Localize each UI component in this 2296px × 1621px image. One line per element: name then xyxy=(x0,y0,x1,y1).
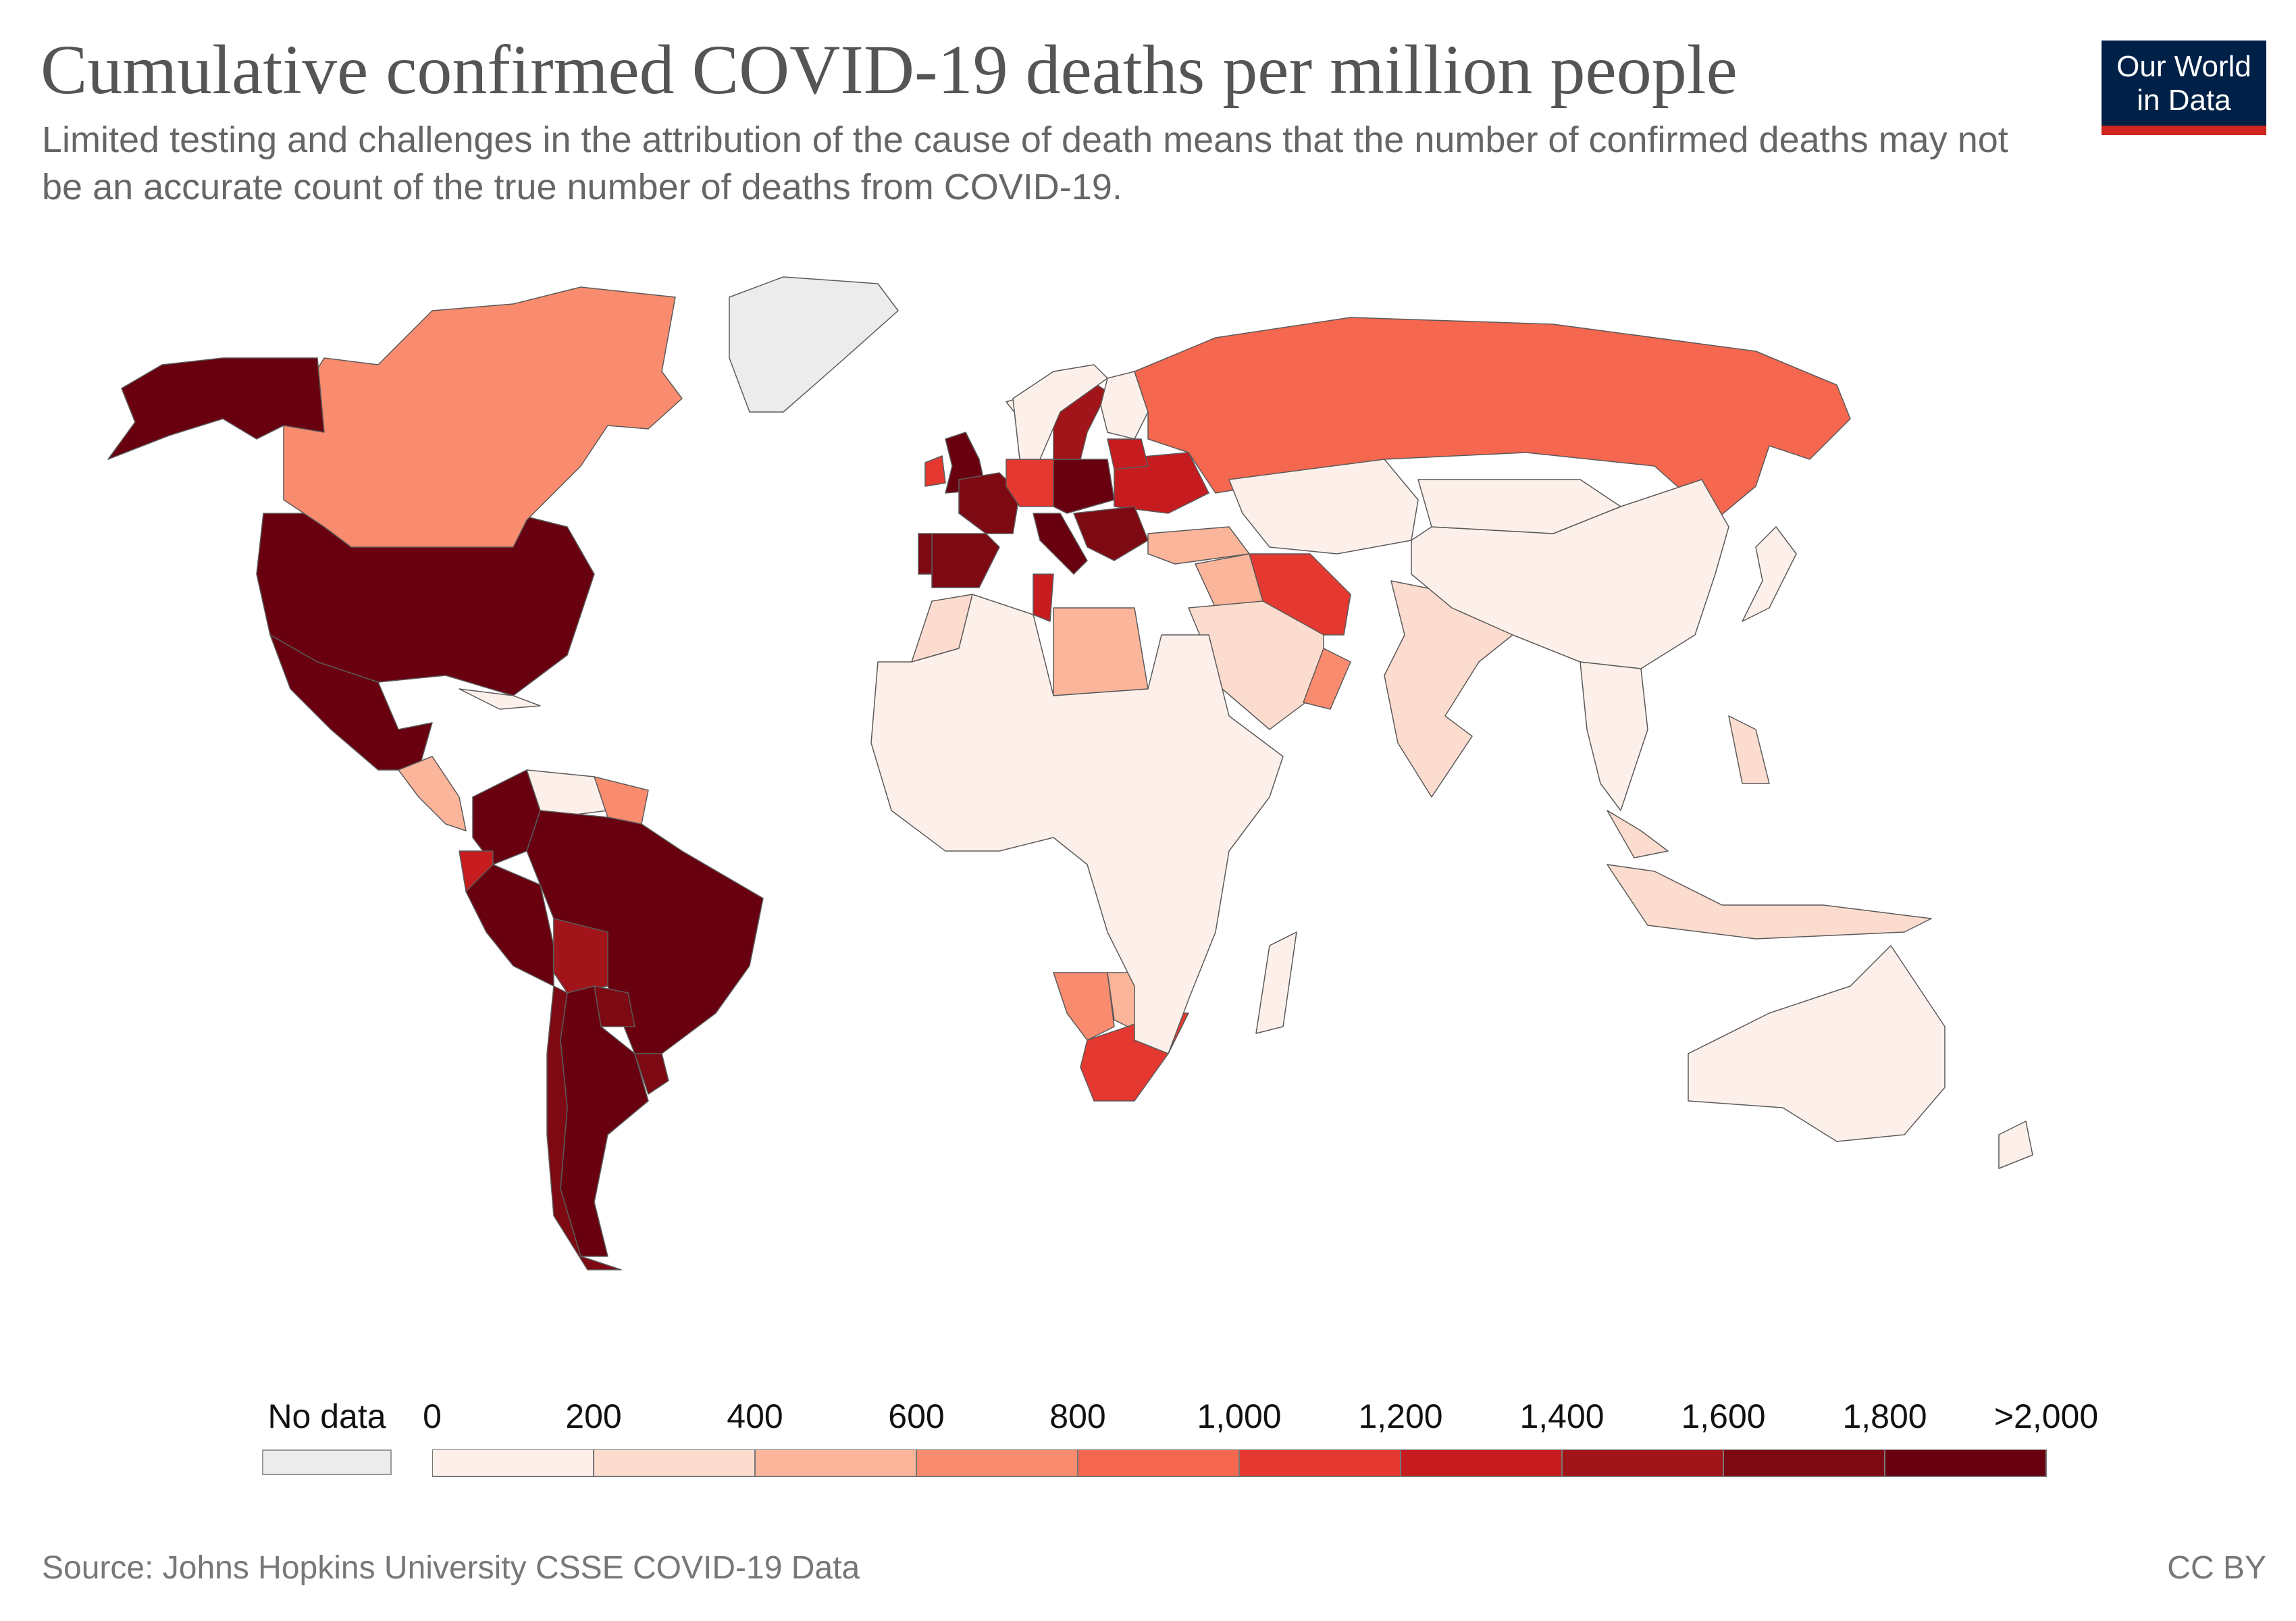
legend-tick-2000: >2,000 xyxy=(1993,1397,2099,1435)
region-bolivia[interactable] xyxy=(553,918,608,994)
legend-bin-1800-2000[interactable] xyxy=(1884,1449,2047,1477)
legend-tick-1200: 1,200 xyxy=(1358,1397,1443,1435)
region-eastern-europe[interactable] xyxy=(1114,452,1209,514)
legend-bin-1200-1400[interactable] xyxy=(1400,1449,1563,1477)
legend-tick-400: 400 xyxy=(727,1397,783,1435)
region-norway[interactable] xyxy=(1012,364,1108,460)
logo-line-1: Our World xyxy=(2116,50,2251,83)
region-germany[interactable] xyxy=(1006,459,1054,507)
region-greenland[interactable] xyxy=(729,276,899,413)
legend-tick-0: 0 xyxy=(423,1397,442,1435)
license-label[interactable]: CC BY xyxy=(2167,1550,2266,1586)
legend-color-scale xyxy=(432,1449,2047,1477)
legend-tick-200: 200 xyxy=(565,1397,622,1435)
legend-bin-1000-1200[interactable] xyxy=(1238,1449,1401,1477)
legend-tick-1600: 1,600 xyxy=(1681,1397,1766,1435)
region-baltics[interactable] xyxy=(1107,438,1149,470)
chart-subtitle: Limited testing and challenges in the at… xyxy=(42,120,2008,207)
region-balkans[interactable] xyxy=(1073,506,1149,561)
region-new-zealand[interactable] xyxy=(1998,1121,2033,1169)
region-libya[interactable] xyxy=(1053,607,1149,696)
chart-title: Cumulative confirmed COVID-19 deaths per… xyxy=(41,31,1738,109)
region-alaska[interactable] xyxy=(107,357,325,460)
region-indonesia[interactable] xyxy=(1607,864,1932,940)
region-namibia[interactable] xyxy=(1053,972,1115,1041)
world-map xyxy=(107,276,2033,1270)
region-venezuela[interactable] xyxy=(526,769,608,818)
region-uruguay[interactable] xyxy=(634,1053,669,1095)
legend-bin-1400-1600[interactable] xyxy=(1561,1449,1724,1477)
legend-bin-0-200[interactable] xyxy=(432,1449,594,1477)
legend-bin-1600-1800[interactable] xyxy=(1723,1449,1885,1477)
legend-bin-600-800[interactable] xyxy=(916,1449,1078,1477)
legend-tick-800: 800 xyxy=(1049,1397,1106,1435)
source-note: Source: Johns Hopkins University CSSE CO… xyxy=(42,1550,860,1586)
region-central-europe[interactable] xyxy=(1053,459,1115,514)
legend-bin-800-1000[interactable] xyxy=(1077,1449,1240,1477)
region-spain[interactable] xyxy=(931,533,1000,588)
legend-tick-600: 600 xyxy=(888,1397,945,1435)
region-mexico[interactable] xyxy=(269,634,433,771)
region-cuba[interactable] xyxy=(459,688,541,710)
legend-tick-1000: 1,000 xyxy=(1197,1397,1282,1435)
legend-no-data-label: No data xyxy=(267,1397,386,1435)
region-tunisia[interactable] xyxy=(1033,573,1054,622)
region-central-asia[interactable] xyxy=(1228,459,1419,555)
region-ireland[interactable] xyxy=(924,455,946,487)
region-mongolia[interactable] xyxy=(1417,479,1621,534)
legend-bin-200-400[interactable] xyxy=(593,1449,756,1477)
owid-logo[interactable]: Our World in Data xyxy=(2102,41,2266,135)
region-australia[interactable] xyxy=(1688,945,1946,1142)
region-africa-rest[interactable] xyxy=(870,594,1284,1054)
legend-no-data-swatch[interactable] xyxy=(262,1449,392,1475)
region-france[interactable] xyxy=(958,472,1020,534)
logo-accent-bar xyxy=(2102,126,2266,135)
region-southeast-asia[interactable] xyxy=(1580,661,1648,811)
region-canada[interactable] xyxy=(283,286,683,548)
region-portugal[interactable] xyxy=(918,533,933,575)
legend-tick-1400: 1,400 xyxy=(1519,1397,1604,1435)
region-japan[interactable] xyxy=(1742,526,1797,622)
region-central-america[interactable] xyxy=(398,756,467,831)
legend-bin-400-600[interactable] xyxy=(754,1449,917,1477)
region-united-states[interactable] xyxy=(256,513,595,696)
legend-tick-1800: 1,800 xyxy=(1842,1397,1927,1435)
region-oman[interactable] xyxy=(1303,648,1351,710)
region-chile[interactable] xyxy=(546,985,622,1270)
region-turkey[interactable] xyxy=(1147,526,1250,565)
region-malaysia[interactable] xyxy=(1607,810,1669,858)
region-italy[interactable] xyxy=(1033,513,1088,575)
region-madagascar[interactable] xyxy=(1255,931,1297,1034)
logo-line-2: in Data xyxy=(2137,84,2231,117)
region-philippines[interactable] xyxy=(1728,715,1770,784)
